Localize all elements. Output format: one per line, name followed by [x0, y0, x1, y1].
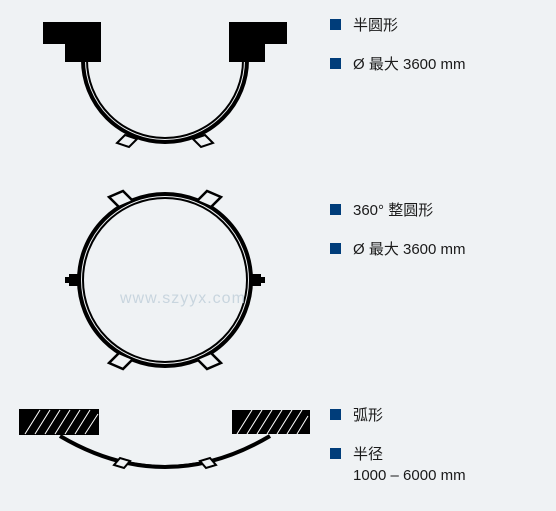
label-item: 半径 1000 – 6000 mm [330, 444, 556, 486]
diagram-fullcircle [0, 180, 330, 380]
label-text: 半圆形 [353, 15, 398, 36]
label-text: 半径 1000 – 6000 mm [353, 444, 466, 486]
labels-fullcircle: 360° 整圆形 Ø 最大 3600 mm [330, 180, 556, 278]
bullet-icon [330, 243, 341, 254]
bullet-icon [330, 19, 341, 30]
bullet-icon [330, 204, 341, 215]
label-text: 360° 整圆形 [353, 200, 433, 221]
label-text: Ø 最大 3600 mm [353, 239, 466, 260]
bullet-icon [330, 58, 341, 69]
labels-semicircle: 半圆形 Ø 最大 3600 mm [330, 10, 556, 93]
section-semicircle: 半圆形 Ø 最大 3600 mm [0, 10, 556, 165]
bullet-icon [330, 409, 341, 420]
section-fullcircle: 360° 整圆形 Ø 最大 3600 mm [0, 180, 556, 380]
label-text: 弧形 [353, 405, 383, 426]
label-item: Ø 最大 3600 mm [330, 239, 556, 260]
diagram-semicircle [0, 10, 330, 165]
diagram-arc [0, 400, 330, 500]
bullet-icon [330, 448, 341, 459]
section-arc: 弧形 半径 1000 – 6000 mm [0, 400, 556, 504]
label-item: Ø 最大 3600 mm [330, 54, 556, 75]
label-item: 半圆形 [330, 15, 556, 36]
label-text: Ø 最大 3600 mm [353, 54, 466, 75]
label-item: 弧形 [330, 405, 556, 426]
label-item: 360° 整圆形 [330, 200, 556, 221]
labels-arc: 弧形 半径 1000 – 6000 mm [330, 400, 556, 504]
watermark: www.szyyx.com [120, 290, 246, 308]
